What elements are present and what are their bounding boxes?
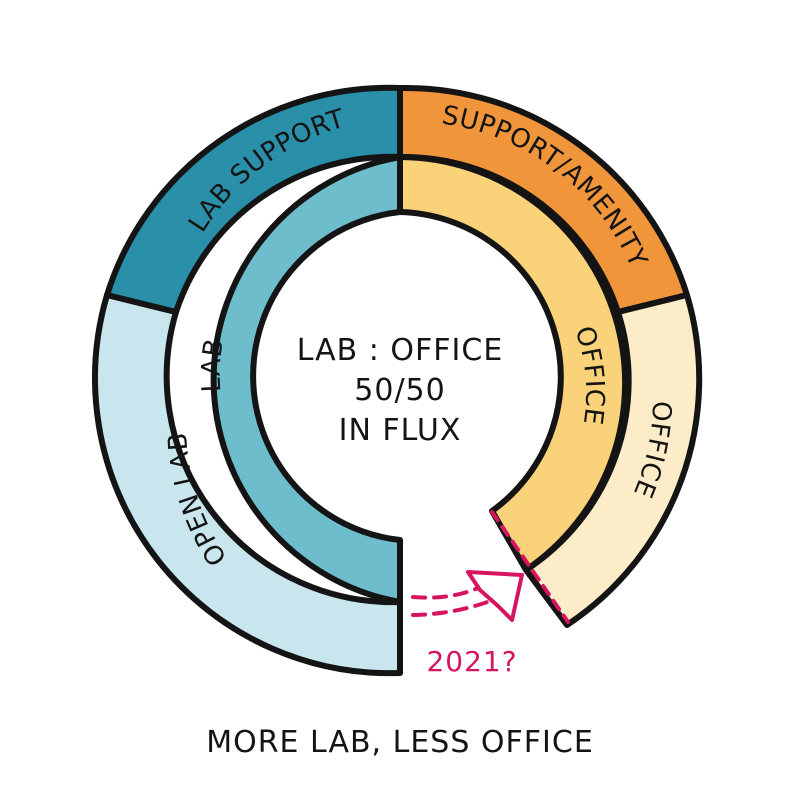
label-lab: LAB bbox=[197, 337, 230, 393]
change-annotation: 2021? bbox=[411, 510, 570, 678]
segment-open-lab bbox=[92, 292, 403, 677]
center-line-3: IN FLUX bbox=[339, 413, 462, 448]
center-line-1: LAB : OFFICE bbox=[297, 333, 504, 368]
segment-office-outer bbox=[523, 292, 703, 628]
arrow-head-icon bbox=[466, 570, 524, 622]
segment-office-inner bbox=[397, 154, 629, 573]
dashed-boundary bbox=[490, 510, 570, 624]
center-line-2: 50/50 bbox=[354, 373, 445, 408]
dashed-arrow-tail bbox=[411, 599, 492, 617]
dashed-arrow-icon bbox=[411, 586, 480, 600]
segment-lab bbox=[210, 154, 403, 605]
year-label: 2021? bbox=[426, 645, 517, 678]
caption: MORE LAB, LESS OFFICE bbox=[206, 725, 594, 760]
